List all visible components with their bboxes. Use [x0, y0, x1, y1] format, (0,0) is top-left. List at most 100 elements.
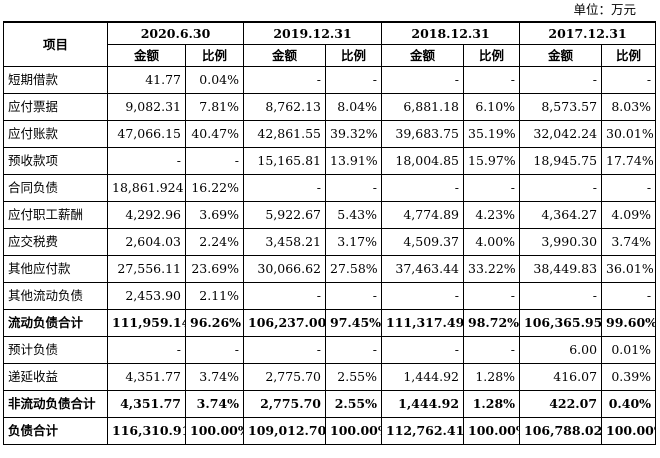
header-ratio: 比例 [463, 44, 521, 67]
ratio-cell: 0.39% [601, 363, 657, 391]
ratio-cell: 13.91% [324, 147, 383, 175]
ratio-cell: 5.43% [324, 201, 383, 229]
row-label: 应付票据 [3, 93, 108, 121]
amount-cell: 18,945.75 [519, 147, 603, 175]
ratio-cell: - [185, 147, 244, 175]
row-label: 应付职工薪酬 [3, 201, 108, 229]
amount-cell: - [381, 66, 465, 94]
amount-cell: 106,237.00 [243, 309, 326, 337]
ratio-cell: - [324, 66, 383, 94]
header-ratio: 比例 [324, 44, 383, 67]
amount-cell: 116,310.91 [107, 417, 186, 445]
ratio-cell: 15.97% [463, 147, 521, 175]
ratio-cell: 1.28% [463, 363, 521, 391]
ratio-cell: 1.28% [463, 390, 521, 418]
amount-cell: 2,775.70 [243, 390, 326, 418]
amount-cell: - [243, 282, 326, 310]
ratio-cell: 36.01% [601, 255, 657, 283]
ratio-cell: 8.04% [324, 93, 383, 121]
ratio-cell: 3.69% [185, 201, 244, 229]
row-label: 合同负债 [3, 174, 108, 202]
row-label: 递延收益 [3, 363, 108, 391]
row-label: 预计负债 [3, 336, 108, 364]
header-ratio: 比例 [601, 44, 657, 67]
ratio-cell: - [601, 174, 657, 202]
row-label: 其他应付款 [3, 255, 108, 283]
table-row: 预收款项 - -15,165.81 13.91% 18,004.85 15.97% 18,9… [3, 147, 657, 175]
amount-cell: 30,066.62 [243, 255, 326, 283]
ratio-cell: 3.74% [601, 228, 657, 256]
amount-cell: 111,959.14 [107, 309, 186, 337]
ratio-cell: 23.69% [185, 255, 244, 283]
header-amount: 金额 [107, 44, 186, 67]
amount-cell: - [519, 174, 603, 202]
amount-cell: 6,881.18 [381, 93, 465, 121]
amount-cell: - [519, 66, 603, 94]
row-label: 其他流动负债 [3, 282, 108, 310]
ratio-cell: - [601, 66, 657, 94]
amount-cell: 15,165.81 [243, 147, 326, 175]
header-amount: 金额 [519, 44, 603, 67]
amount-cell: - [243, 66, 326, 94]
amount-cell: - [107, 336, 186, 364]
amount-cell: - [381, 174, 465, 202]
row-label: 短期借款 [3, 66, 108, 94]
ratio-cell: - [463, 282, 521, 310]
unit-label: 单位：万元 [573, 2, 636, 17]
ratio-cell: 100.00% [463, 417, 521, 445]
ratio-cell: 96.26% [185, 309, 244, 337]
ratio-cell: 0.01% [601, 336, 657, 364]
amount-cell: 416.07 [519, 363, 603, 391]
row-label: 应交税费 [3, 228, 108, 256]
amount-cell: 1,444.92 [381, 363, 465, 391]
amount-cell: 111,317.49 [381, 309, 465, 337]
amount-cell: 2,775.70 [243, 363, 326, 391]
ratio-cell: 100.00% [324, 417, 383, 445]
header-period: 2020.6.30 [107, 21, 244, 45]
row-label: 预收款项 [3, 147, 108, 175]
amount-cell: 2,453.90 [107, 282, 186, 310]
row-label: 应付账款 [3, 120, 108, 148]
table-row: 应交税费 2,604.03 2.24% 3,458.21 3.17% 4,509.37 4.… [3, 228, 657, 256]
amount-cell: 3,990.30 [519, 228, 603, 256]
header-item: 项目 [3, 21, 108, 67]
ratio-cell: 4.09% [601, 201, 657, 229]
amount-cell: 47,066.15 [107, 120, 186, 148]
liabilities-table: 项目 2020.6.30 2019.12.31 2018.12.31 2017.… [3, 21, 657, 445]
ratio-cell: 4.23% [463, 201, 521, 229]
ratio-cell: 8.03% [601, 93, 657, 121]
amount-cell: - [243, 174, 326, 202]
ratio-cell: 100.00% [185, 417, 244, 445]
header-period: 2017.12.31 [519, 21, 657, 45]
table-row: 流动负债合计 111,959.14 96.26% 106,237.00 97.45% 11… [3, 309, 657, 337]
ratio-cell: 0.04% [185, 66, 244, 94]
amount-cell: - [381, 282, 465, 310]
ratio-cell: 2.55% [324, 363, 383, 391]
table-row: 应付账款 47,066.15 40.47% 42,861.55 39.32% 39,683… [3, 120, 657, 148]
ratio-cell: - [324, 336, 383, 364]
amount-cell: 39,683.75 [381, 120, 465, 148]
amount-cell: 4,351.77 [107, 363, 186, 391]
amount-cell: 32,042.24 [519, 120, 603, 148]
table-row: 预计负债 - - - - - -6.00 0.01% [3, 336, 657, 364]
ratio-cell: 99.60% [601, 309, 657, 337]
ratio-cell: 3.74% [185, 390, 244, 418]
header-amount: 金额 [243, 44, 326, 67]
ratio-cell: 27.58% [324, 255, 383, 283]
amount-cell: 2,604.03 [107, 228, 186, 256]
ratio-cell: 100.00% [601, 417, 657, 445]
amount-cell: 41.77 [107, 66, 186, 94]
amount-cell: 6.00 [519, 336, 603, 364]
ratio-cell: - [324, 282, 383, 310]
ratio-cell: 3.17% [324, 228, 383, 256]
amount-cell: 38,449.83 [519, 255, 603, 283]
ratio-cell: 33.22% [463, 255, 521, 283]
ratio-cell: - [185, 336, 244, 364]
ratio-cell: 98.72% [463, 309, 521, 337]
table-row: 其他流动负债 2,453.90 2.11% - - - - - - [3, 282, 657, 310]
table-row: 短期借款 41.77 0.04% - - - - - - [3, 66, 657, 94]
ratio-cell: 7.81% [185, 93, 244, 121]
ratio-cell: - [463, 174, 521, 202]
amount-cell: 4,364.27 [519, 201, 603, 229]
ratio-cell: 97.45% [324, 309, 383, 337]
